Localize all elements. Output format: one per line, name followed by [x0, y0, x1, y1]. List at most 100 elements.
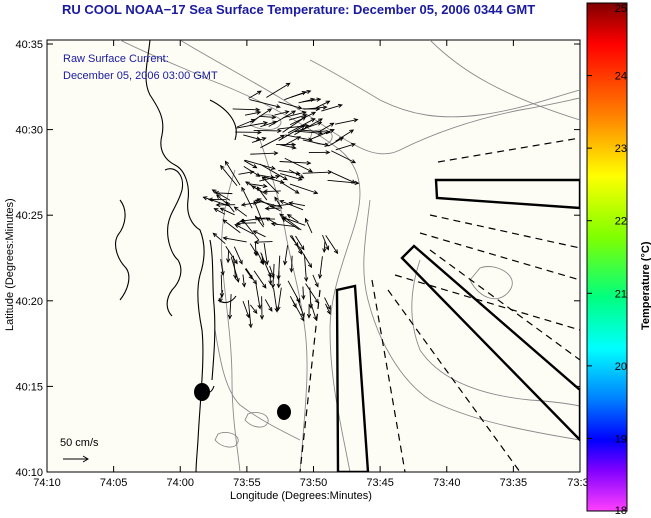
current-vector — [298, 245, 313, 269]
current-vector — [232, 107, 261, 112]
coastline — [115, 40, 237, 472]
current-vector — [302, 170, 333, 175]
current-vector — [243, 160, 258, 169]
current-vector — [232, 255, 238, 280]
current-vector — [263, 242, 269, 266]
current-vector — [283, 110, 307, 118]
current-vector — [260, 134, 286, 149]
dump-sites — [194, 383, 291, 420]
current-vector — [218, 290, 224, 303]
current-vector — [335, 129, 355, 142]
current-vector — [288, 201, 306, 207]
current-vector — [214, 190, 233, 196]
colorbar-tick-label: 23 — [615, 143, 627, 155]
y-tick-label: 40:15 — [15, 381, 43, 393]
current-vector — [278, 101, 303, 110]
current-vector — [244, 268, 253, 280]
annotation-line-2: December 05, 2006 03:00 GMT — [63, 70, 218, 82]
current-vector — [301, 129, 331, 135]
colorbar-tick-label: 19 — [615, 433, 627, 445]
current-vector — [234, 224, 254, 235]
current-vector — [235, 121, 269, 129]
y-tick-label: 40:25 — [15, 210, 43, 222]
current-vector — [292, 299, 305, 322]
current-vector — [233, 246, 243, 265]
current-vector — [278, 123, 310, 130]
colorbar-tick-label: 20 — [615, 361, 627, 373]
current-vector — [318, 122, 335, 133]
current-vector — [298, 97, 316, 104]
current-vector — [327, 179, 360, 186]
current-vector — [240, 201, 261, 207]
current-vector — [321, 103, 343, 112]
current-vector — [252, 230, 266, 238]
current-vector — [261, 176, 279, 194]
map-title: RU COOL NOAA−17 Sea Surface Temperature:… — [62, 2, 536, 17]
x-tick-label: 73:3 — [567, 477, 588, 489]
current-vector — [322, 240, 327, 254]
current-vector — [289, 255, 294, 273]
y-axis: 40:35 40:30 40:25 40:20 40:15 40:10 — [15, 39, 580, 479]
current-vector — [282, 116, 307, 133]
bathymetry-contours — [119, 40, 580, 472]
current-vector — [238, 170, 255, 175]
current-vector — [251, 137, 267, 143]
current-vector — [302, 106, 321, 112]
current-vector — [308, 150, 331, 155]
current-vector — [325, 303, 331, 315]
map-area — [46, 39, 581, 473]
current-vector — [283, 136, 302, 146]
current-vector — [215, 202, 236, 208]
current-vector — [322, 234, 330, 251]
current-vector — [244, 110, 262, 116]
x-tick-label: 74:00 — [166, 477, 194, 489]
colorbar-tick-label: 21 — [615, 288, 627, 300]
current-vector — [256, 198, 281, 212]
current-vector — [287, 118, 316, 134]
x-axis: 74:10 74:05 74:00 73:55 73:50 73:45 73:40 73:35… — [33, 40, 589, 489]
current-vector — [301, 286, 306, 300]
y-tick-label: 40:30 — [15, 125, 43, 137]
current-vector — [280, 144, 297, 150]
current-vector — [253, 128, 282, 133]
current-vector — [260, 120, 278, 128]
colorbar-ticks: 25 24 23 22 21 20 19 18 — [587, 2, 627, 517]
x-axis-label: Longitude (Degrees:Minutes) — [230, 490, 372, 502]
current-vector — [279, 160, 312, 166]
current-vector — [233, 206, 248, 217]
current-vector — [325, 235, 339, 255]
current-vector — [270, 263, 276, 289]
scale-arrow — [63, 455, 89, 463]
current-vector — [270, 221, 296, 228]
current-vector — [328, 137, 344, 147]
current-vector — [288, 169, 305, 179]
current-vector — [285, 134, 313, 142]
current-vector — [245, 267, 257, 285]
current-vector — [253, 270, 267, 289]
current-vector — [295, 235, 305, 251]
current-vector — [259, 296, 265, 320]
colorbar-tick-label: 22 — [615, 216, 627, 228]
current-vector — [268, 272, 273, 286]
current-vector — [235, 130, 262, 135]
current-vector — [263, 176, 285, 184]
current-vector — [291, 234, 303, 255]
current-vector — [262, 189, 281, 194]
current-vector — [284, 91, 307, 101]
current-vector — [212, 232, 226, 245]
current-vector — [276, 271, 281, 289]
current-vector — [220, 164, 238, 187]
current-vector — [227, 294, 233, 320]
current-vector — [224, 160, 241, 186]
current-vector — [248, 183, 268, 189]
current-vector — [226, 249, 231, 264]
x-tick-label: 73:35 — [500, 477, 528, 489]
current-vector — [303, 254, 309, 283]
current-vector — [213, 208, 226, 215]
current-vector — [264, 206, 280, 211]
current-vector — [304, 217, 313, 234]
current-vector — [247, 300, 253, 329]
current-vector — [283, 245, 289, 266]
current-vector — [241, 186, 253, 209]
current-vector — [259, 115, 277, 120]
